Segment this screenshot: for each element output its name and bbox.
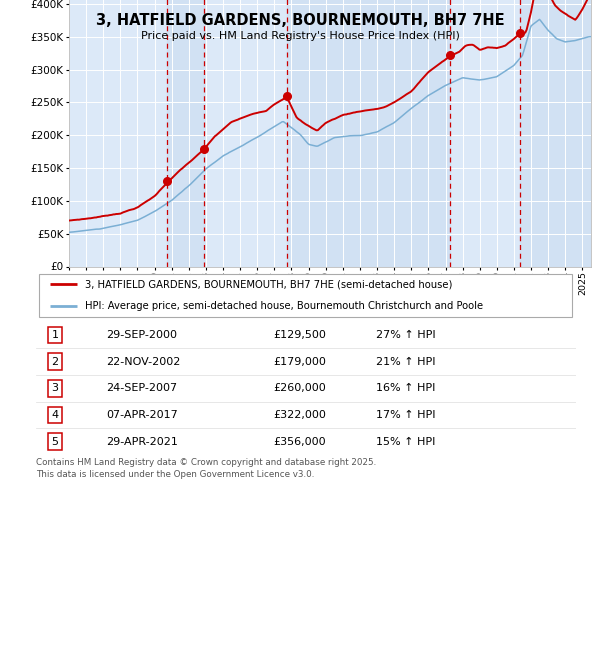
Text: 3: 3	[52, 384, 58, 393]
Text: 17% ↑ HPI: 17% ↑ HPI	[376, 410, 436, 420]
Text: 16% ↑ HPI: 16% ↑ HPI	[376, 384, 436, 393]
Text: 29-SEP-2000: 29-SEP-2000	[106, 330, 177, 340]
Text: 24-SEP-2007: 24-SEP-2007	[106, 384, 178, 393]
Text: Contains HM Land Registry data © Crown copyright and database right 2025.
This d: Contains HM Land Registry data © Crown c…	[36, 458, 376, 479]
Text: 2: 2	[52, 357, 58, 367]
Text: 3, HATFIELD GARDENS, BOURNEMOUTH, BH7 7HE: 3, HATFIELD GARDENS, BOURNEMOUTH, BH7 7H…	[95, 13, 505, 28]
Text: 07-APR-2017: 07-APR-2017	[106, 410, 178, 420]
Bar	[520, 0, 591, 266]
Text: £179,000: £179,000	[274, 357, 326, 367]
Text: 5: 5	[52, 437, 58, 447]
Text: 29-APR-2021: 29-APR-2021	[106, 437, 178, 447]
Text: 4: 4	[52, 410, 58, 420]
Text: Price paid vs. HM Land Registry's House Price Index (HPI): Price paid vs. HM Land Registry's House …	[140, 31, 460, 41]
Text: £260,000: £260,000	[274, 384, 326, 393]
FancyBboxPatch shape	[39, 274, 572, 317]
Text: £322,000: £322,000	[274, 410, 326, 420]
Text: HPI: Average price, semi-detached house, Bournemouth Christchurch and Poole: HPI: Average price, semi-detached house,…	[85, 301, 483, 311]
Text: 21% ↑ HPI: 21% ↑ HPI	[376, 357, 436, 367]
Text: 3, HATFIELD GARDENS, BOURNEMOUTH, BH7 7HE (semi-detached house): 3, HATFIELD GARDENS, BOURNEMOUTH, BH7 7H…	[85, 280, 452, 289]
Bar	[287, 0, 450, 266]
Text: £356,000: £356,000	[274, 437, 326, 447]
Text: 1: 1	[52, 330, 58, 340]
Text: 22-NOV-2002: 22-NOV-2002	[106, 357, 181, 367]
Bar	[167, 0, 204, 266]
Text: £129,500: £129,500	[274, 330, 326, 340]
Text: 27% ↑ HPI: 27% ↑ HPI	[376, 330, 436, 340]
Text: 15% ↑ HPI: 15% ↑ HPI	[376, 437, 436, 447]
